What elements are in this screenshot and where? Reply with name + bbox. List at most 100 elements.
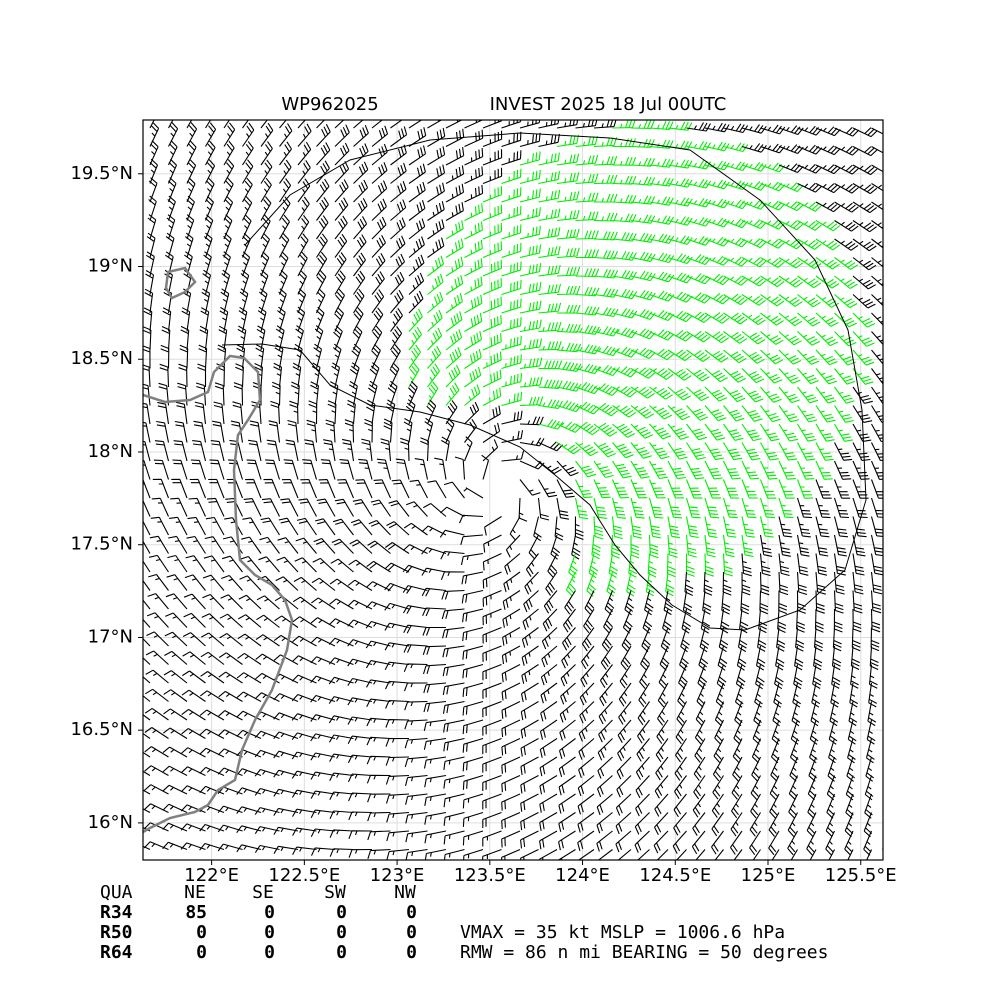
wind-barb [612, 460, 632, 479]
wind-barb [649, 271, 675, 283]
wind-barb [243, 498, 262, 517]
wind-barb [218, 690, 243, 702]
wind-barb [509, 516, 521, 541]
wind-barb [277, 306, 286, 332]
wind-barb [366, 399, 376, 425]
wind-barb [463, 436, 473, 462]
wind-barb [833, 460, 852, 480]
wind-barb [789, 756, 799, 782]
wind-barb [871, 386, 883, 405]
wind-barb [371, 289, 385, 314]
wind-barb [797, 331, 820, 346]
wind-barb [316, 270, 327, 295]
wind-barb [828, 849, 835, 860]
wind-barb [146, 612, 169, 628]
wind-barb [165, 593, 188, 610]
wind-barb [184, 251, 193, 277]
wind-barb [519, 300, 542, 314]
wind-barb [482, 774, 502, 791]
wind-barb [205, 122, 217, 147]
wind-barb [696, 682, 706, 708]
wind-barb [482, 241, 503, 259]
wind-barb [759, 516, 774, 538]
wind-barb [170, 497, 188, 517]
wind-barb [371, 216, 387, 240]
wind-barb [178, 363, 188, 388]
wind-barb [482, 756, 502, 773]
wind-barb [424, 774, 447, 788]
wind-barb [347, 599, 373, 610]
wind-barb [445, 238, 464, 258]
wind-barb [143, 307, 153, 332]
wind-barb [260, 177, 272, 203]
wind-barb [434, 457, 447, 480]
wind-barb [334, 288, 345, 314]
wind-barb [667, 235, 693, 245]
wind-barb [538, 379, 563, 389]
wind-barb [807, 793, 817, 819]
wind-barb [770, 738, 780, 764]
wind-barb [182, 632, 206, 647]
wind-barb [310, 656, 336, 666]
wind-barb [255, 653, 280, 665]
wind-barb [593, 193, 618, 203]
wind-barb [218, 671, 243, 684]
wind-barb [558, 738, 576, 759]
wind-barb [223, 214, 233, 240]
wind-barb [667, 534, 678, 558]
wind-barb [870, 516, 883, 537]
wind-barb [408, 272, 425, 295]
wind-barb [723, 460, 741, 480]
wind-barb [147, 593, 169, 610]
wind-barb [597, 756, 613, 779]
wind-barb [519, 225, 541, 240]
wind-barb [834, 312, 857, 328]
wind-barb [186, 195, 195, 221]
wind-barb [162, 746, 188, 758]
wind-barb [278, 517, 299, 536]
wind-barb [637, 849, 650, 860]
wind-barb [539, 812, 558, 831]
wind-barb [760, 200, 786, 211]
wind-barb [408, 200, 426, 221]
wind-barb [704, 217, 730, 228]
wind-barb [686, 311, 711, 323]
wind-barb [218, 710, 243, 721]
wind-barb [649, 460, 668, 480]
wind-barb [667, 405, 691, 421]
wind-barb [734, 682, 744, 708]
wind-barb [199, 766, 225, 777]
table-header: SW [324, 882, 346, 903]
wind-barb [575, 325, 600, 335]
wind-barb [186, 177, 196, 203]
wind-barb [522, 608, 539, 630]
wind-barb [208, 478, 225, 499]
wind-barb [482, 793, 502, 810]
wind-barb [778, 534, 791, 557]
wind-barb [454, 456, 466, 480]
wind-barb [347, 619, 373, 629]
wind-barb [760, 312, 784, 326]
wind-barb [722, 553, 733, 577]
wind-barb [760, 162, 786, 173]
wind-barb [852, 423, 872, 442]
wind-barb [304, 439, 318, 462]
wind-barb [200, 651, 225, 665]
wind-barb [194, 401, 207, 425]
wind-barb [254, 692, 280, 702]
wind-barb [445, 400, 458, 425]
wind-barb [741, 181, 767, 191]
wind-barb [759, 571, 770, 596]
wind-barb [464, 384, 481, 406]
wind-barb [518, 497, 528, 522]
wind-barb [442, 682, 465, 696]
wind-barb [649, 329, 675, 341]
wind-barb [539, 738, 558, 758]
wind-barb [593, 442, 616, 458]
wind-barb [809, 849, 817, 860]
wind-barb [757, 627, 767, 652]
wind-barb [501, 830, 521, 848]
wind-barb [445, 293, 463, 314]
wind-barb [676, 849, 687, 860]
wind-barb [145, 669, 169, 684]
